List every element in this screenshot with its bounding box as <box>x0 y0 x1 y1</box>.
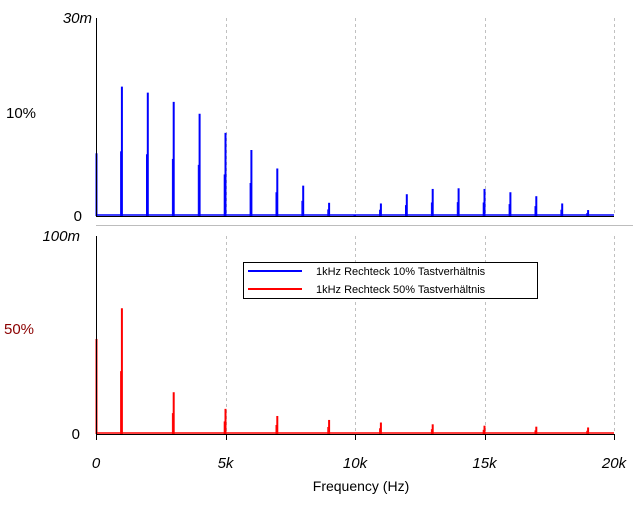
x-axis-label: Frequency (Hz) <box>313 478 409 494</box>
y-tick-bottom-zero: 0 <box>72 426 80 443</box>
top-panel-grid <box>226 18 615 216</box>
series-label-bottom: 50% <box>4 321 34 338</box>
y-tick-bottom-max: 100m <box>42 228 80 245</box>
legend: 1kHz Rechteck 10% Tastverhältnis 1kHz Re… <box>243 262 538 299</box>
y-tick-top-zero: 0 <box>74 208 82 225</box>
legend-label-blue: 1kHz Rechteck 10% Tastverhältnis <box>316 266 486 278</box>
legend-box <box>243 262 538 299</box>
x-tick-label-4: 20k <box>601 455 628 472</box>
x-tick-label-1: 5k <box>218 455 235 472</box>
x-axis-tick-labels: 0 5k 10k 15k 20k <box>92 455 628 472</box>
y-tick-top-max: 30m <box>63 10 92 27</box>
series-label-top: 10% <box>6 105 36 122</box>
x-tick-label-0: 0 <box>92 455 101 472</box>
x-axis-ticks <box>96 434 615 440</box>
x-tick-label-3: 15k <box>472 455 498 472</box>
legend-label-red: 1kHz Rechteck 50% Tastverhältnis <box>316 284 486 296</box>
series-top-group <box>95 86 614 216</box>
x-tick-label-2: 10k <box>343 455 369 472</box>
